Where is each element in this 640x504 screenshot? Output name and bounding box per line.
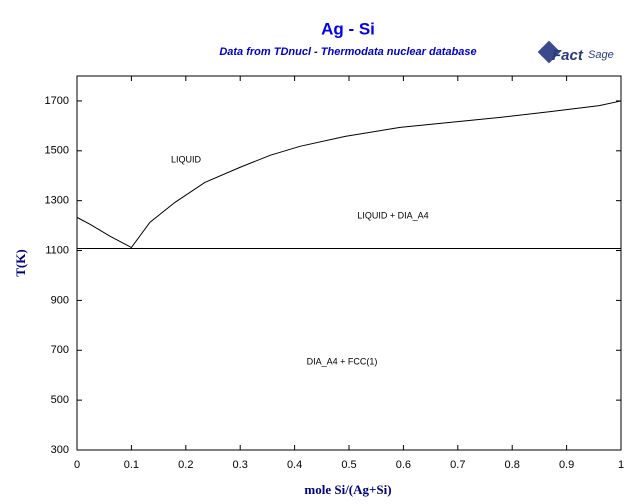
plot-frame	[76, 75, 622, 451]
y-tick-label: 1100	[45, 244, 69, 256]
x-tick-label: 0.6	[396, 459, 411, 471]
y-tick-label: 700	[51, 344, 69, 356]
logo: Fact Sage	[537, 40, 614, 64]
x-tick-label: 0.5	[341, 459, 356, 471]
y-tick-label: 500	[51, 394, 69, 406]
y-axis-label: T(K)	[13, 249, 28, 276]
x-tick-label: 0.4	[287, 459, 302, 471]
x-tick-label: 0.2	[178, 459, 193, 471]
x-tick-label: 0.1	[124, 459, 139, 471]
phase-label: LIQUID + DIA_A4	[357, 210, 428, 220]
x-tick-label: 0	[74, 459, 80, 471]
chart-subtitle: Data from TDnucl - Thermodata nuclear da…	[219, 46, 476, 58]
phase-label: LIQUID	[171, 154, 202, 164]
chart-title: Ag - Si	[321, 19, 375, 38]
y-tick-label: 1700	[45, 95, 69, 107]
y-tick-label: 300	[51, 444, 69, 456]
y-tick-label: 900	[51, 294, 69, 306]
y-tick-label: 1500	[45, 145, 69, 157]
x-tick-label: 0.7	[450, 459, 465, 471]
x-tick-label: 1	[618, 459, 624, 471]
x-tick-label: 0.8	[505, 459, 520, 471]
phase-boundary	[76, 100, 622, 249]
y-tick-label: 1300	[45, 195, 69, 207]
x-tick-label: 0.3	[233, 459, 248, 471]
x-tick-label: 0.9	[559, 459, 574, 471]
x-axis-label: mole Si/(Ag+Si)	[304, 482, 391, 497]
logo-text: Sage	[588, 49, 614, 61]
phase-label: DIA_A4 + FCC(1)	[307, 356, 378, 366]
logo-text: Fact	[552, 47, 584, 64]
